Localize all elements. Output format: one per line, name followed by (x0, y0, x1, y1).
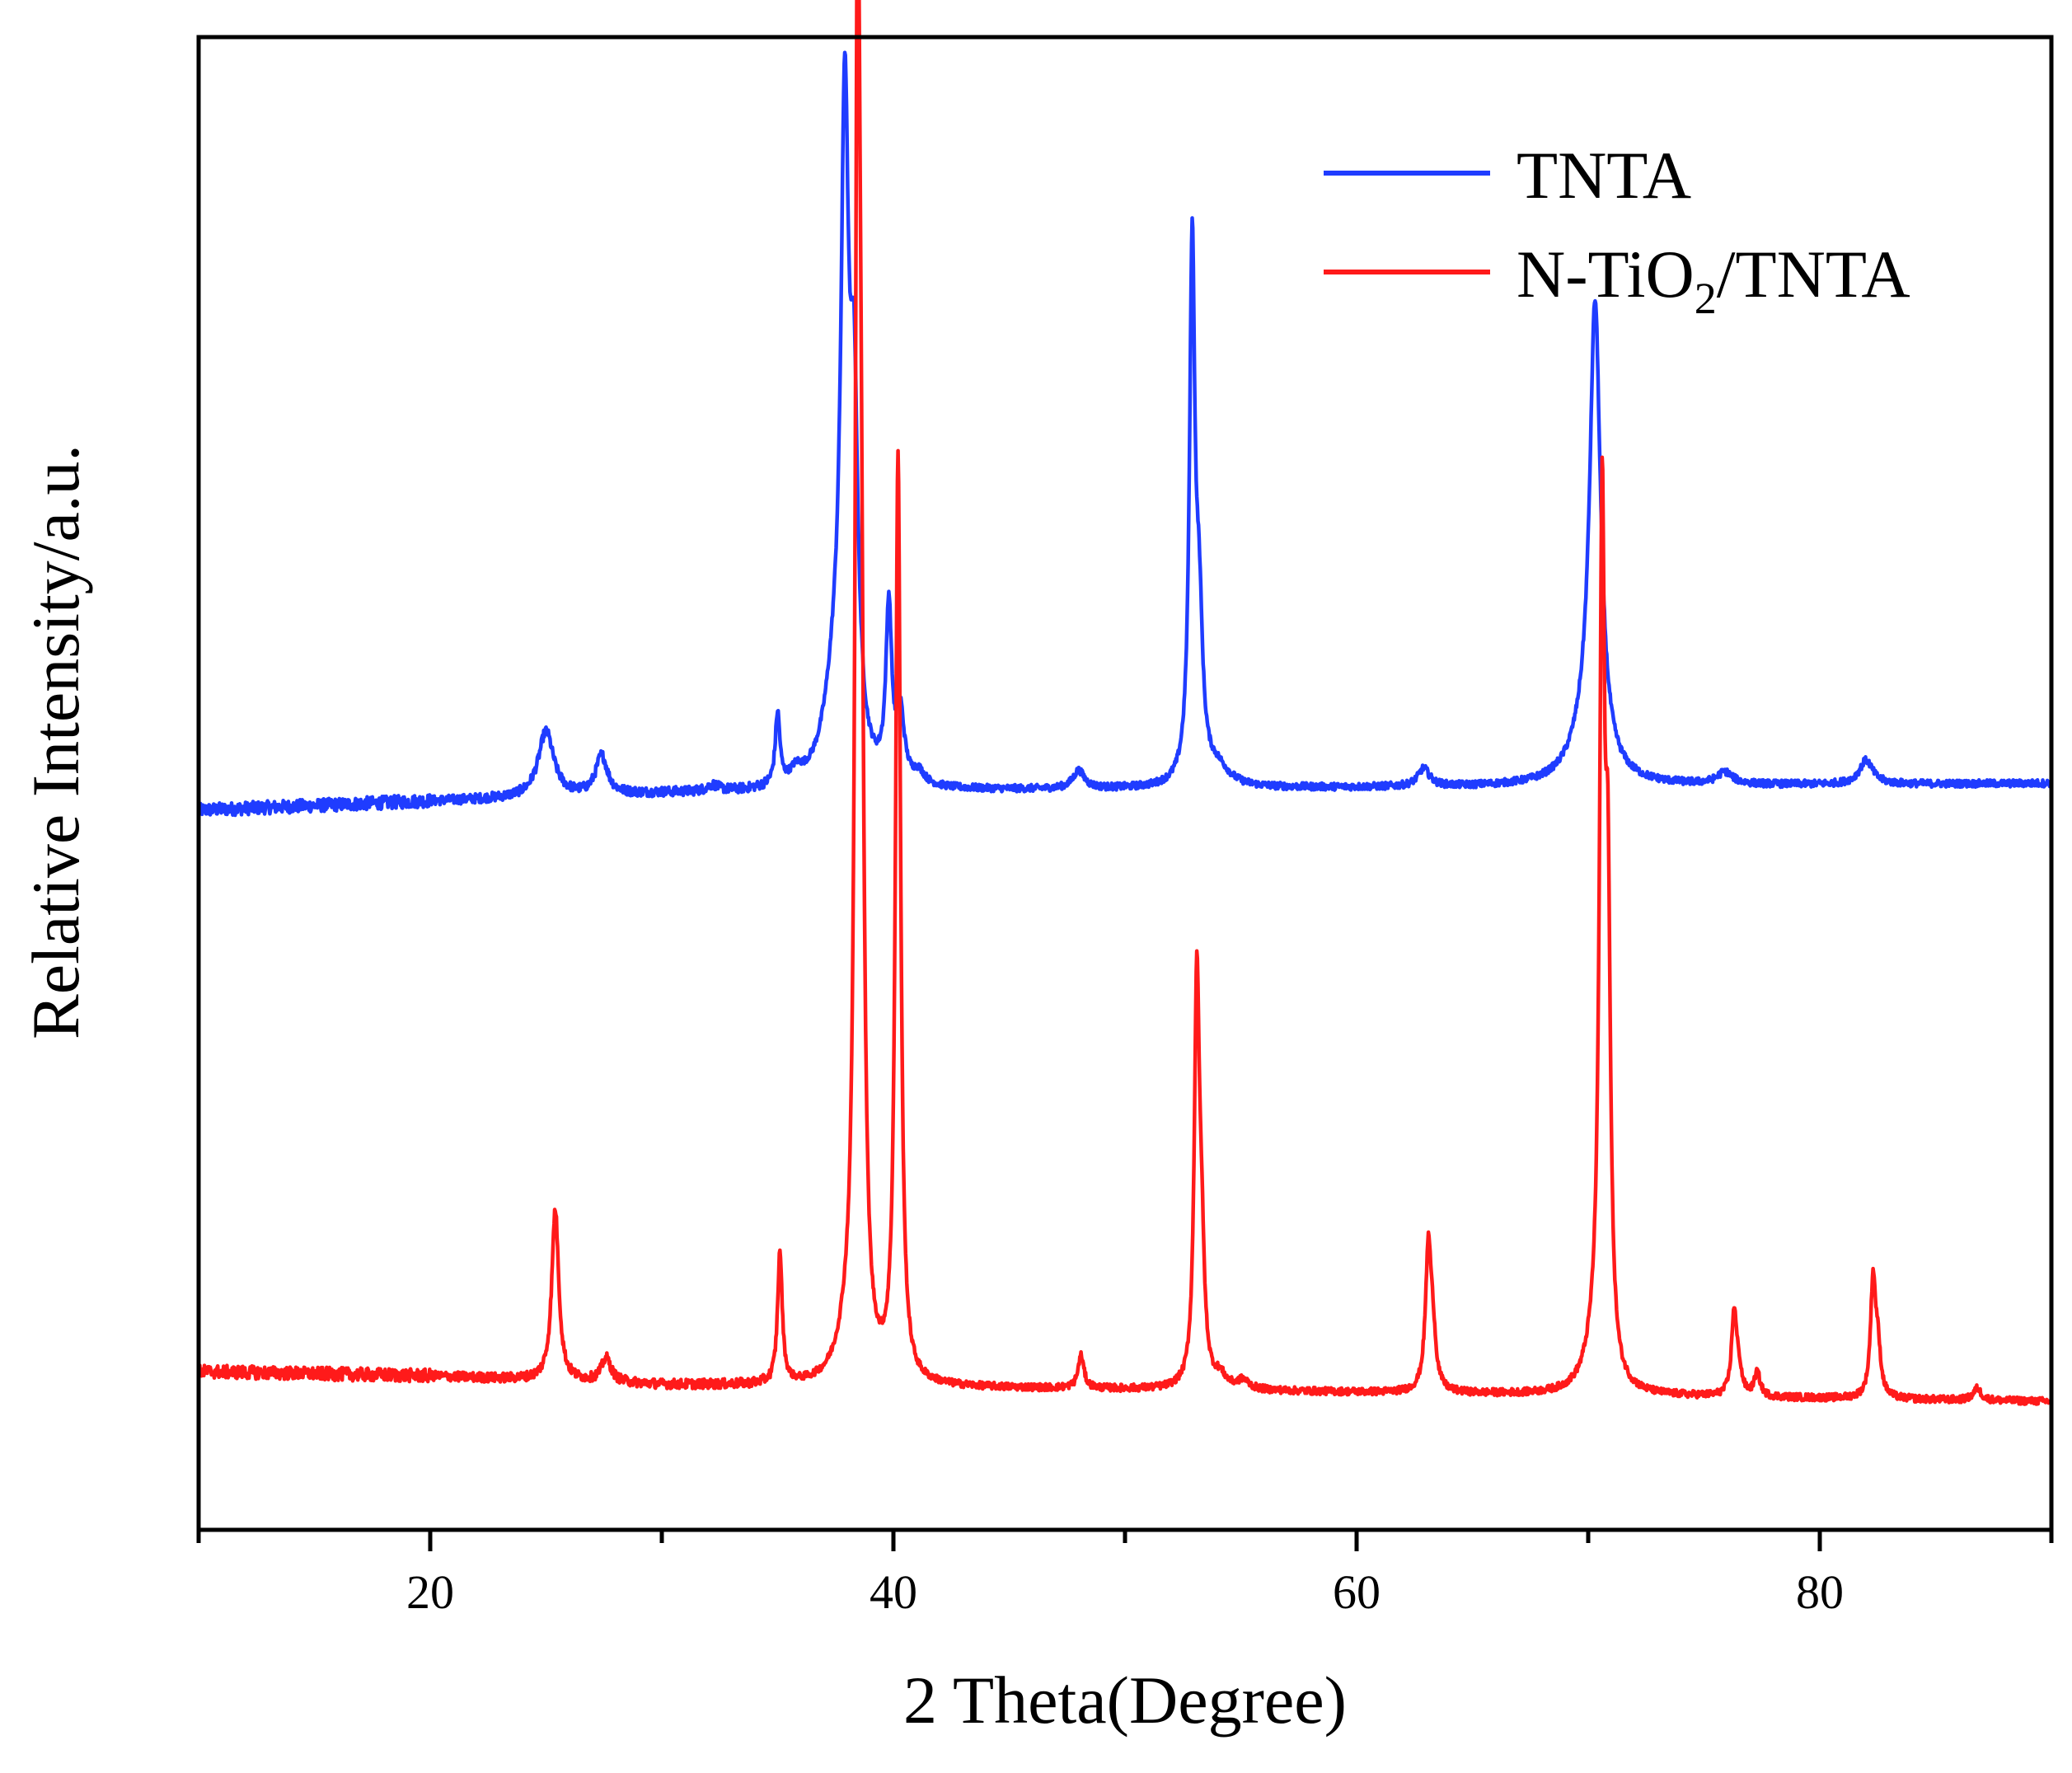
series-line-n-tio2-tnta (196, 0, 2054, 1406)
series-line-tnta (196, 50, 2054, 818)
legend: TNTA N-TiO2/TNTA (1324, 138, 1910, 323)
plot-content (196, 0, 2054, 1406)
x-tick-label-60: 60 (1333, 1565, 1381, 1619)
x-axis-tick-labels: 20 40 60 80 (406, 1565, 1844, 1619)
legend-label-tnta: TNTA (1516, 138, 1691, 213)
x-axis-title: 2 Theta(Degree) (903, 1663, 1347, 1738)
x-axis-ticks (196, 1530, 2054, 1551)
legend-label-ntio2: N-TiO2/TNTA (1516, 237, 1910, 323)
x-tick-label-40: 40 (870, 1565, 917, 1619)
x-tick-label-80: 80 (1796, 1565, 1844, 1619)
y-axis-title: Relative Intensity/a.u. (18, 444, 93, 1039)
legend-label-ntio2-main: N-TiO (1516, 237, 1695, 312)
legend-label-ntio2-tail: /TNTA (1717, 237, 1910, 312)
x-tick-label-20: 20 (406, 1565, 454, 1619)
legend-label-ntio2-subscript: 2 (1695, 274, 1717, 323)
